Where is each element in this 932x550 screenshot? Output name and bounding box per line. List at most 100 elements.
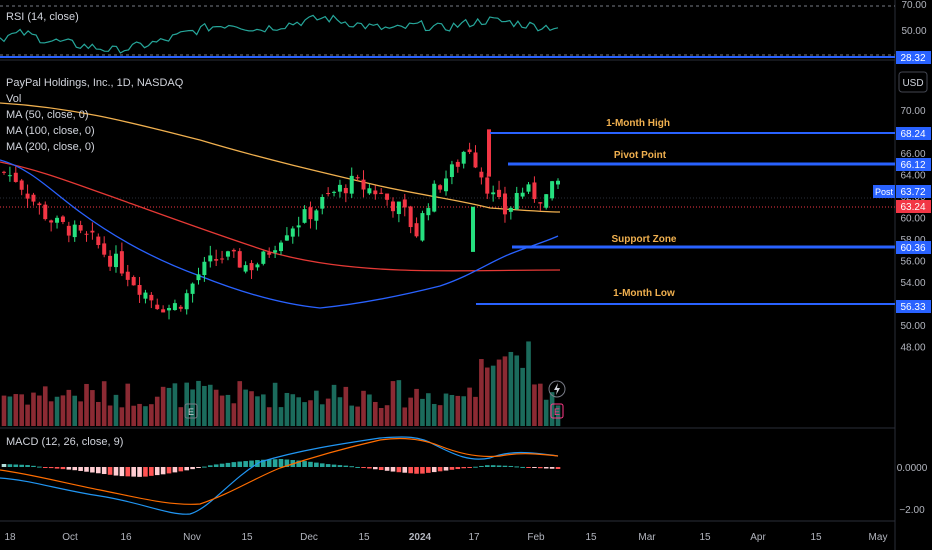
volume-bar (243, 389, 248, 426)
candle-body (337, 184, 342, 192)
candle-body (290, 228, 295, 237)
volume-bar (361, 390, 366, 426)
level-1-month-high[interactable]: 1-Month High (490, 118, 895, 134)
svg-text:60.36: 60.36 (900, 243, 925, 254)
svg-text:66.12: 66.12 (900, 160, 925, 171)
volume-bar (290, 394, 296, 426)
time-tick: May (869, 532, 888, 543)
volume-bar (249, 391, 254, 426)
candle-body (550, 181, 555, 199)
candle-body (343, 187, 348, 194)
volume-bar (378, 407, 384, 426)
volume-bar (302, 402, 307, 426)
time-tick: Feb (527, 532, 545, 543)
time-tick: 18 (4, 532, 16, 543)
macd-hist-bar (261, 459, 266, 467)
macd-hist-bar (149, 467, 154, 476)
macd-hist-bar (278, 459, 284, 467)
macd-hist-bar (502, 465, 508, 467)
macd-hist-bar (455, 467, 461, 470)
volume-bar (255, 396, 260, 426)
macd-hist-bar (243, 461, 248, 467)
volume-bar (7, 396, 13, 426)
price-tick: 58.00 (900, 235, 925, 246)
time-tick: 15 (585, 532, 597, 543)
candle-body (267, 252, 272, 255)
candle-body (332, 191, 337, 193)
volume-bar (490, 365, 496, 426)
candle-body (143, 292, 148, 299)
volume-bar (272, 382, 278, 426)
candle-body (532, 182, 537, 200)
macd-hist-bar (13, 464, 19, 467)
macd-hist-bar (272, 459, 278, 467)
candle-body (402, 199, 407, 208)
legend-ma200: MA (200, close, 0) (6, 141, 95, 153)
volume-bar (178, 407, 184, 426)
volume-bar (349, 405, 355, 426)
earnings-marker-feb[interactable]: E (550, 403, 564, 419)
chart-legend: PayPal Holdings, Inc., 1D, NASDAQ Vol MA… (6, 77, 184, 153)
volume-bar (213, 389, 219, 426)
level-1-month-low[interactable]: 1-Month Low (476, 288, 895, 305)
macd-hist-bar (426, 467, 431, 473)
volume-bar (408, 397, 413, 426)
volume-bar (331, 384, 337, 426)
candle-body (37, 203, 42, 206)
post-tag: Post (875, 187, 894, 197)
macd-hist-bar (249, 460, 254, 467)
dividend-flash-icon[interactable] (548, 380, 566, 398)
currency-button[interactable]: USD (898, 71, 928, 93)
macd-hist-bar (84, 467, 89, 472)
svg-text:E: E (554, 407, 560, 417)
earnings-marker-nov[interactable]: E (184, 403, 198, 419)
macd-hist-bar (308, 461, 313, 467)
time-axis[interactable]: 18 Oct 16 Nov 15 Dec 15 2024 17 Feb 15 Mar 15 Apr 15 Ma… (4, 532, 887, 543)
macd-hist-bar (319, 463, 325, 467)
rsi-panel[interactable]: RSI (14, close) (0, 5, 895, 58)
price-tick: 48.00 (900, 343, 925, 354)
macd-hist-bar (131, 467, 136, 477)
time-tick: 15 (358, 532, 370, 543)
macd-hist-bar (514, 466, 520, 468)
candle-body (408, 206, 413, 228)
macd-hist-bar (396, 467, 402, 473)
time-tick: 15 (699, 532, 711, 543)
candle-body (414, 223, 419, 237)
candle-body (485, 177, 490, 194)
volume-bar (496, 359, 502, 426)
candle-body (544, 194, 549, 208)
candle-body (526, 184, 531, 192)
macd-hist-bar (190, 467, 195, 470)
price-tick: 66.00 (900, 149, 925, 160)
level-badge-pivot-point (896, 158, 931, 171)
time-tick: Apr (750, 532, 766, 543)
legend-vol: Vol (6, 93, 21, 105)
volume-bar (514, 355, 520, 426)
macd-hist-bar (543, 467, 549, 469)
main-panel[interactable]: 1-Month High Pivot Point Support Zone 1-… (0, 77, 895, 426)
level-pivot-point[interactable]: Pivot Point (508, 150, 895, 166)
level-support-zone[interactable]: Support Zone (512, 234, 895, 249)
volume-bar (131, 405, 136, 426)
candle-body (520, 192, 525, 197)
volume-bar (190, 389, 195, 426)
macd-panel[interactable]: MACD (12, 26, close, 9) (0, 436, 561, 515)
macd-hist-bar (207, 465, 213, 467)
macd-hist-bar (119, 467, 125, 477)
candle-body (326, 193, 331, 195)
time-tick: 2024 (409, 532, 432, 543)
volume-bar (402, 407, 408, 426)
volume-bar (90, 390, 95, 426)
price-axis[interactable]: 70.00 50.00 28.32 USD 70.0068.0066.0064.… (873, 0, 931, 516)
candle-body (66, 225, 71, 236)
ma50-line (0, 159, 559, 309)
macd-hist-bar (172, 467, 178, 473)
candle-body (149, 294, 154, 301)
macd-hist-bar (60, 467, 66, 470)
volume-bar (355, 406, 360, 426)
macd-hist-bar (196, 467, 201, 468)
macd-hist-bar (296, 460, 301, 467)
ma200-line (0, 102, 561, 213)
